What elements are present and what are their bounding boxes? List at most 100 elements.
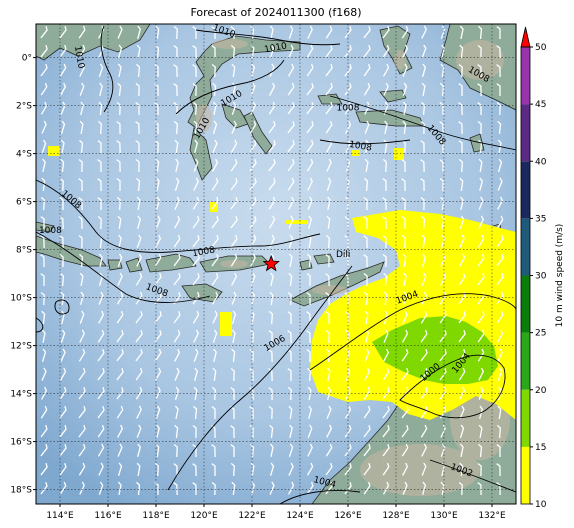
wind-barb [230,462,235,477]
wind-barb [458,367,466,381]
wind-barb [306,102,314,115]
wind-barb [439,330,447,343]
wind-barb [173,25,178,40]
land-lombok [125,257,143,273]
wind-barb [193,101,198,116]
wind-barb [326,215,331,230]
wind-barb [173,329,181,343]
wind-barb [40,82,48,96]
wind-barb [117,462,123,476]
lat-tick-label: 0° [22,54,32,64]
wind-barb [135,83,140,97]
wind-barb [439,367,447,381]
wind-barb [344,424,352,438]
wind-barb [363,481,371,495]
wind-barb [136,462,141,477]
wind-barb [326,424,333,438]
wind-barb [40,273,45,287]
wind-barb [98,253,103,268]
wind-barb [59,63,67,77]
wind-barb [79,272,84,287]
wind-barb [477,83,482,97]
wind-barb [440,215,445,230]
wind-barb [174,196,180,210]
wind-barb [458,83,463,97]
wind-barb [459,177,464,192]
wind-barb [173,443,178,458]
wind-barb [268,310,273,325]
wind-barb [251,481,256,495]
wind-barb [421,272,427,286]
contour-loop-1 [54,299,70,315]
wind-barb [230,177,238,191]
wind-barb [194,139,199,153]
wind-barb [477,45,482,59]
wind-barb [269,25,274,40]
wind-barb [211,406,216,420]
wind-barb [440,272,447,286]
wind-barb [306,158,314,172]
wind-barb [345,158,351,172]
wind-barb [401,234,406,249]
wind-barb [59,462,67,476]
wind-barb [192,254,200,267]
wind-barb [79,310,85,324]
wind-barb [326,405,332,419]
wind-barb [137,215,142,229]
wind-barb [174,177,180,191]
wind-barb [174,348,181,362]
wind-barb [97,443,105,457]
wind-barb [193,120,198,135]
wind-barb [192,482,197,496]
wind-barb [136,253,142,267]
wind-barb [42,158,46,173]
lat-tick-label: 8°S [16,246,32,256]
contour-1000 [399,354,506,419]
wind-barb [496,463,501,477]
wind-green-region [372,316,498,384]
wind-barb [306,273,311,287]
wind-barb [420,197,425,211]
wind-barb [382,235,387,249]
lat-tick-label: 10°S [10,294,32,304]
wind-barb [250,443,255,458]
wind-barb [211,444,216,458]
contour-1008-west [36,179,321,253]
wind-barb [345,177,350,192]
colorbar-tick-label: 45 [535,100,546,110]
wind-barb [325,462,333,476]
wind-barb [439,177,444,192]
wind-barb [440,234,446,248]
wind-barb [421,44,427,58]
wind-barb [250,101,256,115]
wind-barb [98,63,104,77]
wind-barb [440,481,445,496]
wind-barb [97,120,102,135]
wind-barb [136,196,141,211]
wind-barb [289,424,293,439]
wind-barb [402,82,408,96]
wind-barb [154,64,159,78]
lat-tick-label: 16°S [10,438,32,448]
wind-barb [458,121,463,135]
wind-barb [173,253,181,267]
contour-label: 1008 [348,140,373,154]
wind-barb [421,25,427,39]
wind-barb [250,329,255,344]
wind-barb [478,196,484,210]
wind-barb [59,216,64,230]
wind-barb [306,63,314,77]
wind-barb [173,64,178,78]
wind-barb [174,386,180,400]
wind-barb [364,348,370,362]
wind-barb [306,292,311,306]
wind-barb [231,481,236,496]
wind-barb [249,234,257,248]
contour-1010-west [100,25,114,113]
wind-barb [401,443,409,457]
wind-barb [497,196,504,210]
lat-tick-label: 4°S [16,150,32,160]
wind-barb [420,348,428,362]
wind-patch-1 [286,220,308,224]
wind-barb [211,481,216,496]
